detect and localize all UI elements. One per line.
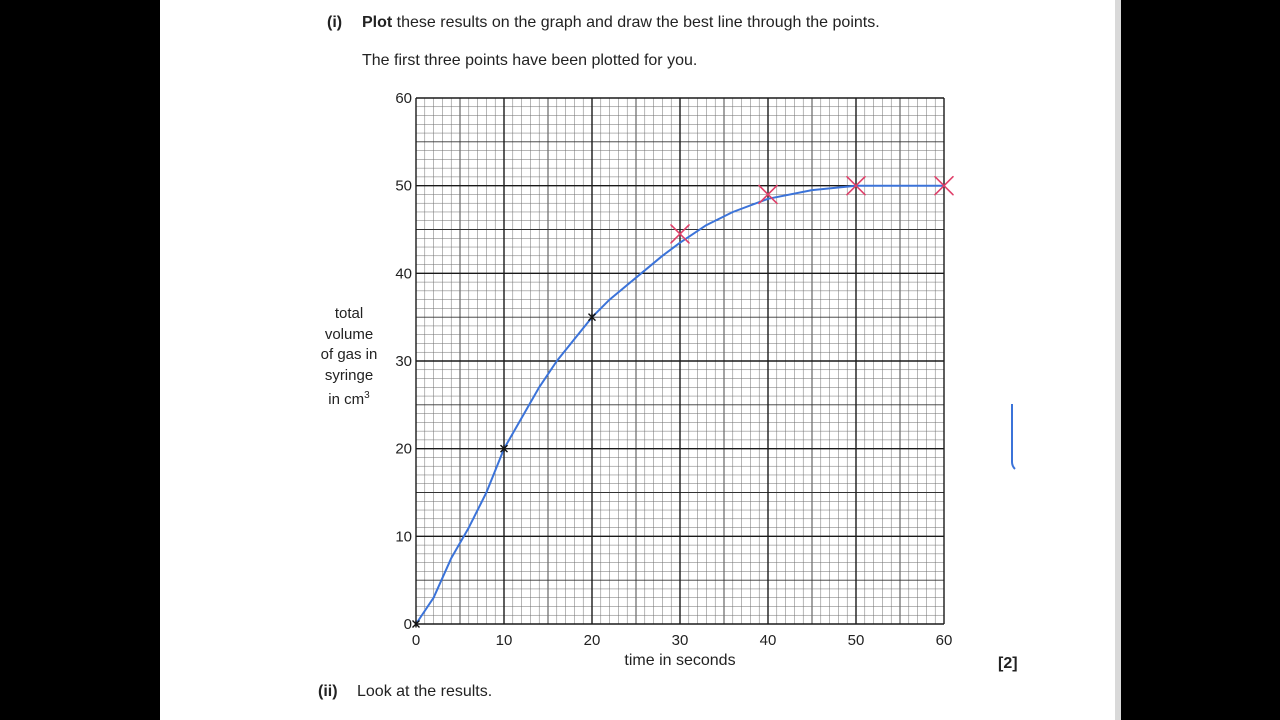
y-tick-label: 30 (395, 353, 412, 370)
printed-point-cross (500, 444, 508, 453)
part-ii-text: Look at the results. (357, 683, 493, 700)
y-tick-label: 0 (404, 616, 412, 633)
part-i-label: (i) (327, 14, 343, 31)
y-tick-label: 20 (395, 441, 412, 458)
x-axis-label: time in seconds (624, 652, 735, 669)
exam-page (160, 0, 1115, 720)
part-i-text: these results on the graph and draw the … (396, 14, 880, 31)
y-axis-unit-sup: 3 (364, 390, 370, 401)
y-axis-unit-text: in cm (328, 391, 365, 408)
y-tick-label: 60 (395, 90, 412, 107)
x-tick-label: 60 (936, 632, 953, 649)
x-tick-label: 40 (760, 632, 777, 649)
part-i-instruction: Plot these results on the graph and draw… (362, 14, 880, 32)
plotted-note: The first three points have been plotted… (362, 52, 698, 69)
plotted-point-cross (934, 175, 954, 196)
marks-label: [2] (998, 655, 1018, 672)
y-axis-label: total volume of gas in syringe in cm3 (308, 304, 390, 411)
x-tick-label: 30 (672, 632, 689, 649)
data-points (412, 175, 954, 628)
page-edge (1115, 0, 1121, 720)
x-tick-label: 0 (412, 632, 420, 649)
y-axis-label-line: total (334, 305, 364, 322)
x-tick-label: 10 (496, 632, 513, 649)
pen-mark (1011, 404, 1016, 470)
printed-point-cross (412, 620, 420, 628)
y-tick-label: 40 (395, 265, 412, 282)
y-axis-label-line: volume (324, 325, 374, 343)
part-ii-label: (ii) (318, 683, 338, 700)
tick-labels: 0 10 20 30 40 50 60 0 10 20 30 40 50 60 (395, 90, 952, 649)
plotted-point-cross (670, 224, 690, 244)
x-tick-label: 20 (584, 632, 601, 649)
plotted-point-cross (758, 184, 778, 205)
plotted-point-cross (846, 175, 866, 196)
y-axis-label-line: of gas in (320, 346, 378, 363)
x-tick-label: 50 (848, 632, 865, 649)
part-i-bold-word: Plot (362, 14, 393, 31)
best-fit-line-group (415, 184, 945, 625)
y-axis-unit: in cm3 (308, 386, 390, 411)
y-tick-label: 50 (395, 178, 412, 195)
best-fit-line (415, 184, 945, 625)
printed-point-cross (588, 313, 596, 322)
y-tick-label: 10 (395, 528, 412, 545)
y-axis-label-line: syringe (324, 366, 374, 384)
